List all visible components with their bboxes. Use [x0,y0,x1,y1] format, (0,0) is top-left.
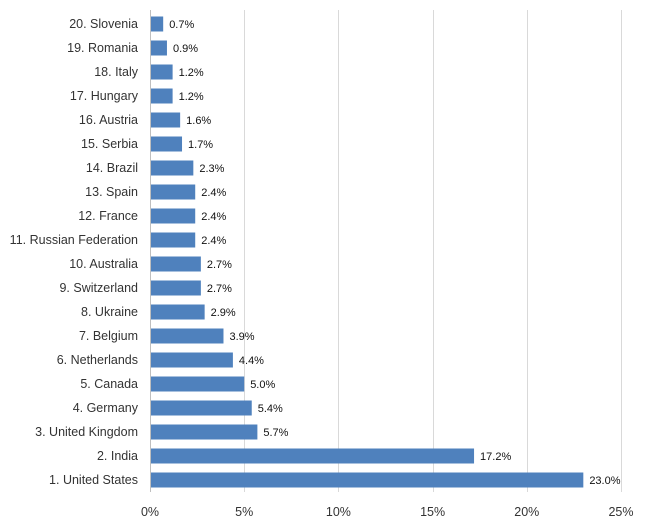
x-tick-label: 0% [141,505,159,519]
data-label: 5.4% [258,403,283,415]
data-label: 1.7% [188,139,213,151]
bar [151,40,167,56]
bar [151,280,201,296]
x-tick-label: 20% [514,505,539,519]
category-label: 2. India [97,449,138,463]
category-label: 18. Italy [94,65,139,79]
data-label: 3.9% [229,331,254,343]
x-tick-label: 25% [608,505,633,519]
bar [151,16,164,32]
data-label: 2.4% [201,187,226,199]
category-label: 4. Germany [73,401,139,415]
category-label: 5. Canada [80,377,138,391]
data-label: 2.7% [207,259,232,271]
data-label: 2.4% [201,211,226,223]
bar [151,400,252,416]
data-label: 2.7% [207,283,232,295]
bar [151,472,584,488]
bars [151,16,584,488]
bar [151,424,258,440]
bar [151,136,183,152]
bar [151,232,196,248]
data-label: 0.9% [173,43,198,55]
gridlines [150,10,622,492]
bar [151,448,475,464]
bar [151,328,224,344]
category-label: 16. Austria [79,113,138,127]
category-label: 17. Hungary [70,89,139,103]
category-label: 20. Slovenia [69,17,138,31]
category-label: 8. Ukraine [81,305,138,319]
category-label: 11. Russian Federation [10,233,138,247]
category-label: 19. Romania [67,41,138,55]
data-label: 0.7% [169,19,194,31]
x-tick-label: 10% [326,505,351,519]
bar [151,88,173,104]
data-label: 1.6% [186,115,211,127]
category-label: 14. Brazil [86,161,138,175]
data-label: 17.2% [480,451,511,463]
category-label: 9. Switzerland [59,281,138,295]
category-label: 3. United Kingdom [35,425,138,439]
category-labels: 20. Slovenia 19. Romania 18. Italy 17. Hung… [10,17,139,487]
data-label: 5.7% [263,427,288,439]
bar [151,112,181,128]
category-label: 13. Spain [85,185,138,199]
category-label: 6. Netherlands [57,353,138,367]
category-label: 7. Belgium [79,329,138,343]
x-axis-ticks: 0% 5% 10% 15% 20% 25% [141,505,634,519]
category-label: 1. United States [49,473,138,487]
bar [151,160,194,176]
data-label: 1.2% [179,91,204,103]
data-label: 2.3% [199,163,224,175]
bar [151,376,245,392]
data-label: 4.4% [239,355,264,367]
data-label: 23.0% [589,475,620,487]
data-label: 2.9% [211,307,236,319]
bar [151,184,196,200]
bar [151,256,201,272]
category-label: 10. Australia [69,257,138,271]
data-label: 1.2% [179,67,204,79]
bar [151,64,173,80]
bar [151,208,196,224]
bar [151,304,205,320]
category-label: 12. France [78,209,138,223]
value-labels: 0.7% 0.9% 1.2% 1.2% 1.6% 1.7% 2.3% 2.4% 2.4% 2.4%… [169,19,621,487]
data-label: 5.0% [250,379,275,391]
bar [151,352,233,368]
x-tick-label: 15% [420,505,445,519]
data-label: 2.4% [201,235,226,247]
category-label: 15. Serbia [81,137,138,151]
x-tick-label: 5% [235,505,253,519]
